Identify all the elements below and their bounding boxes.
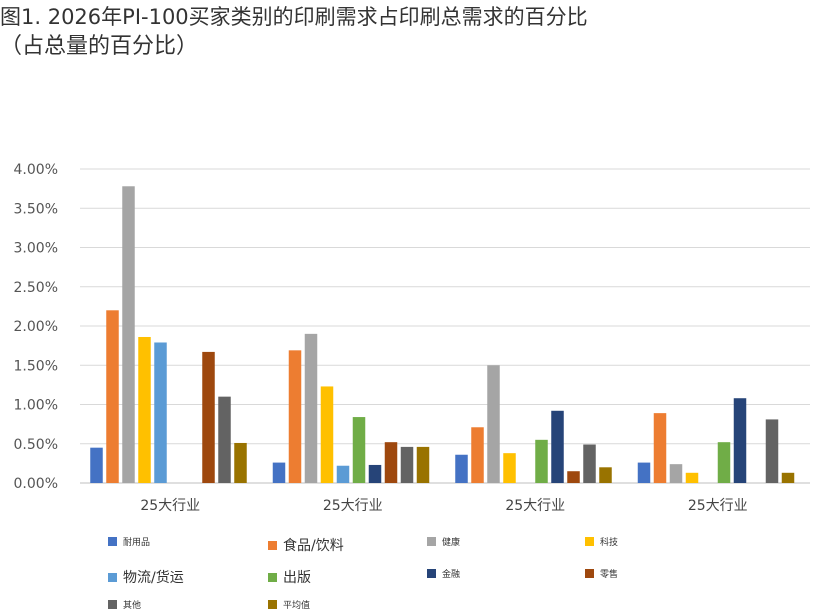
legend-label: 健康 bbox=[442, 538, 461, 548]
legend-item: 科技 bbox=[585, 535, 618, 548]
bar bbox=[288, 350, 302, 483]
bar bbox=[653, 413, 667, 483]
legend-label: 平均值 bbox=[283, 601, 311, 611]
x-tick-label: 25大行业 bbox=[505, 498, 565, 514]
bar bbox=[304, 333, 318, 483]
bar bbox=[416, 446, 430, 483]
bar bbox=[272, 462, 286, 483]
bar bbox=[90, 447, 103, 483]
legend-label: 耐用品 bbox=[123, 538, 151, 548]
bar bbox=[384, 442, 398, 483]
bar bbox=[685, 472, 699, 483]
legend-item: 出版 bbox=[268, 567, 311, 587]
y-tick-label: 4.00% bbox=[14, 162, 58, 178]
y-tick-label: 1.50% bbox=[14, 358, 58, 374]
bar bbox=[352, 417, 366, 483]
bar bbox=[503, 453, 516, 483]
bar bbox=[336, 465, 350, 483]
legend-item: 金融 bbox=[427, 567, 460, 580]
legend-item: 耐用品 bbox=[108, 535, 150, 548]
legend-item: 物流/货运 bbox=[108, 567, 184, 587]
legend-swatch bbox=[108, 600, 117, 609]
legend-label: 物流/货运 bbox=[123, 570, 184, 586]
bar bbox=[106, 310, 119, 483]
legend-item: 健康 bbox=[427, 535, 460, 548]
legend-swatch bbox=[585, 569, 594, 578]
bar bbox=[368, 464, 382, 483]
chart-title-block: 图1. 2026年PI-100买家类别的印刷需求占印刷总需求的百分比 （占总量的… bbox=[0, 4, 588, 61]
bar bbox=[138, 336, 151, 483]
y-tick-label: 2.00% bbox=[14, 319, 58, 335]
y-tick-label: 3.00% bbox=[14, 241, 58, 257]
bar bbox=[218, 396, 231, 483]
legend-label: 出版 bbox=[283, 570, 311, 586]
legend-swatch bbox=[108, 537, 117, 546]
bar bbox=[455, 454, 468, 483]
legend-swatch bbox=[268, 540, 277, 550]
legend-swatch bbox=[268, 600, 277, 609]
bar bbox=[551, 410, 564, 483]
x-tick-label: 25大行业 bbox=[323, 498, 383, 514]
legend-label: 其他 bbox=[123, 601, 142, 611]
bar bbox=[471, 427, 484, 483]
bar bbox=[717, 442, 731, 483]
y-tick-label: 1.00% bbox=[14, 398, 58, 414]
bar bbox=[202, 351, 215, 483]
legend-label: 科技 bbox=[600, 538, 619, 548]
bar bbox=[487, 365, 500, 483]
bar bbox=[765, 419, 779, 483]
x-tick-label: 25大行业 bbox=[688, 498, 748, 514]
bar bbox=[535, 439, 548, 483]
bar bbox=[400, 446, 414, 483]
legend-item: 其他 bbox=[108, 598, 141, 611]
legend-label: 食品/饮料 bbox=[283, 538, 344, 554]
bar bbox=[781, 472, 795, 483]
bar bbox=[320, 386, 334, 483]
legend-swatch bbox=[427, 569, 436, 578]
y-tick-label: 0.00% bbox=[14, 476, 58, 492]
legend-item: 食品/饮料 bbox=[268, 535, 344, 555]
legend-item: 零售 bbox=[585, 567, 618, 580]
bar bbox=[567, 471, 580, 483]
legend-swatch bbox=[108, 572, 117, 582]
y-tick-label: 3.50% bbox=[14, 201, 58, 217]
bar bbox=[122, 186, 135, 483]
bar bbox=[234, 442, 247, 483]
bar bbox=[599, 467, 612, 483]
chart-subtitle: （占总量的百分比） bbox=[0, 33, 199, 59]
bar bbox=[154, 342, 167, 483]
bar bbox=[733, 398, 747, 483]
bar bbox=[669, 464, 683, 483]
x-tick-label: 25大行业 bbox=[140, 498, 200, 514]
legend-item: 平均值 bbox=[268, 598, 310, 611]
bar bbox=[637, 462, 651, 483]
y-tick-label: 0.50% bbox=[14, 437, 58, 453]
y-tick-label: 2.50% bbox=[14, 280, 58, 296]
bar bbox=[583, 444, 596, 483]
legend-swatch bbox=[585, 537, 594, 546]
chart-title: 图1. 2026年PI-100买家类别的印刷需求占印刷总需求的百分比 bbox=[0, 5, 588, 29]
legend-label: 金融 bbox=[442, 570, 461, 580]
legend-label: 零售 bbox=[600, 570, 619, 580]
legend-swatch bbox=[427, 537, 436, 546]
legend-swatch bbox=[268, 572, 277, 582]
